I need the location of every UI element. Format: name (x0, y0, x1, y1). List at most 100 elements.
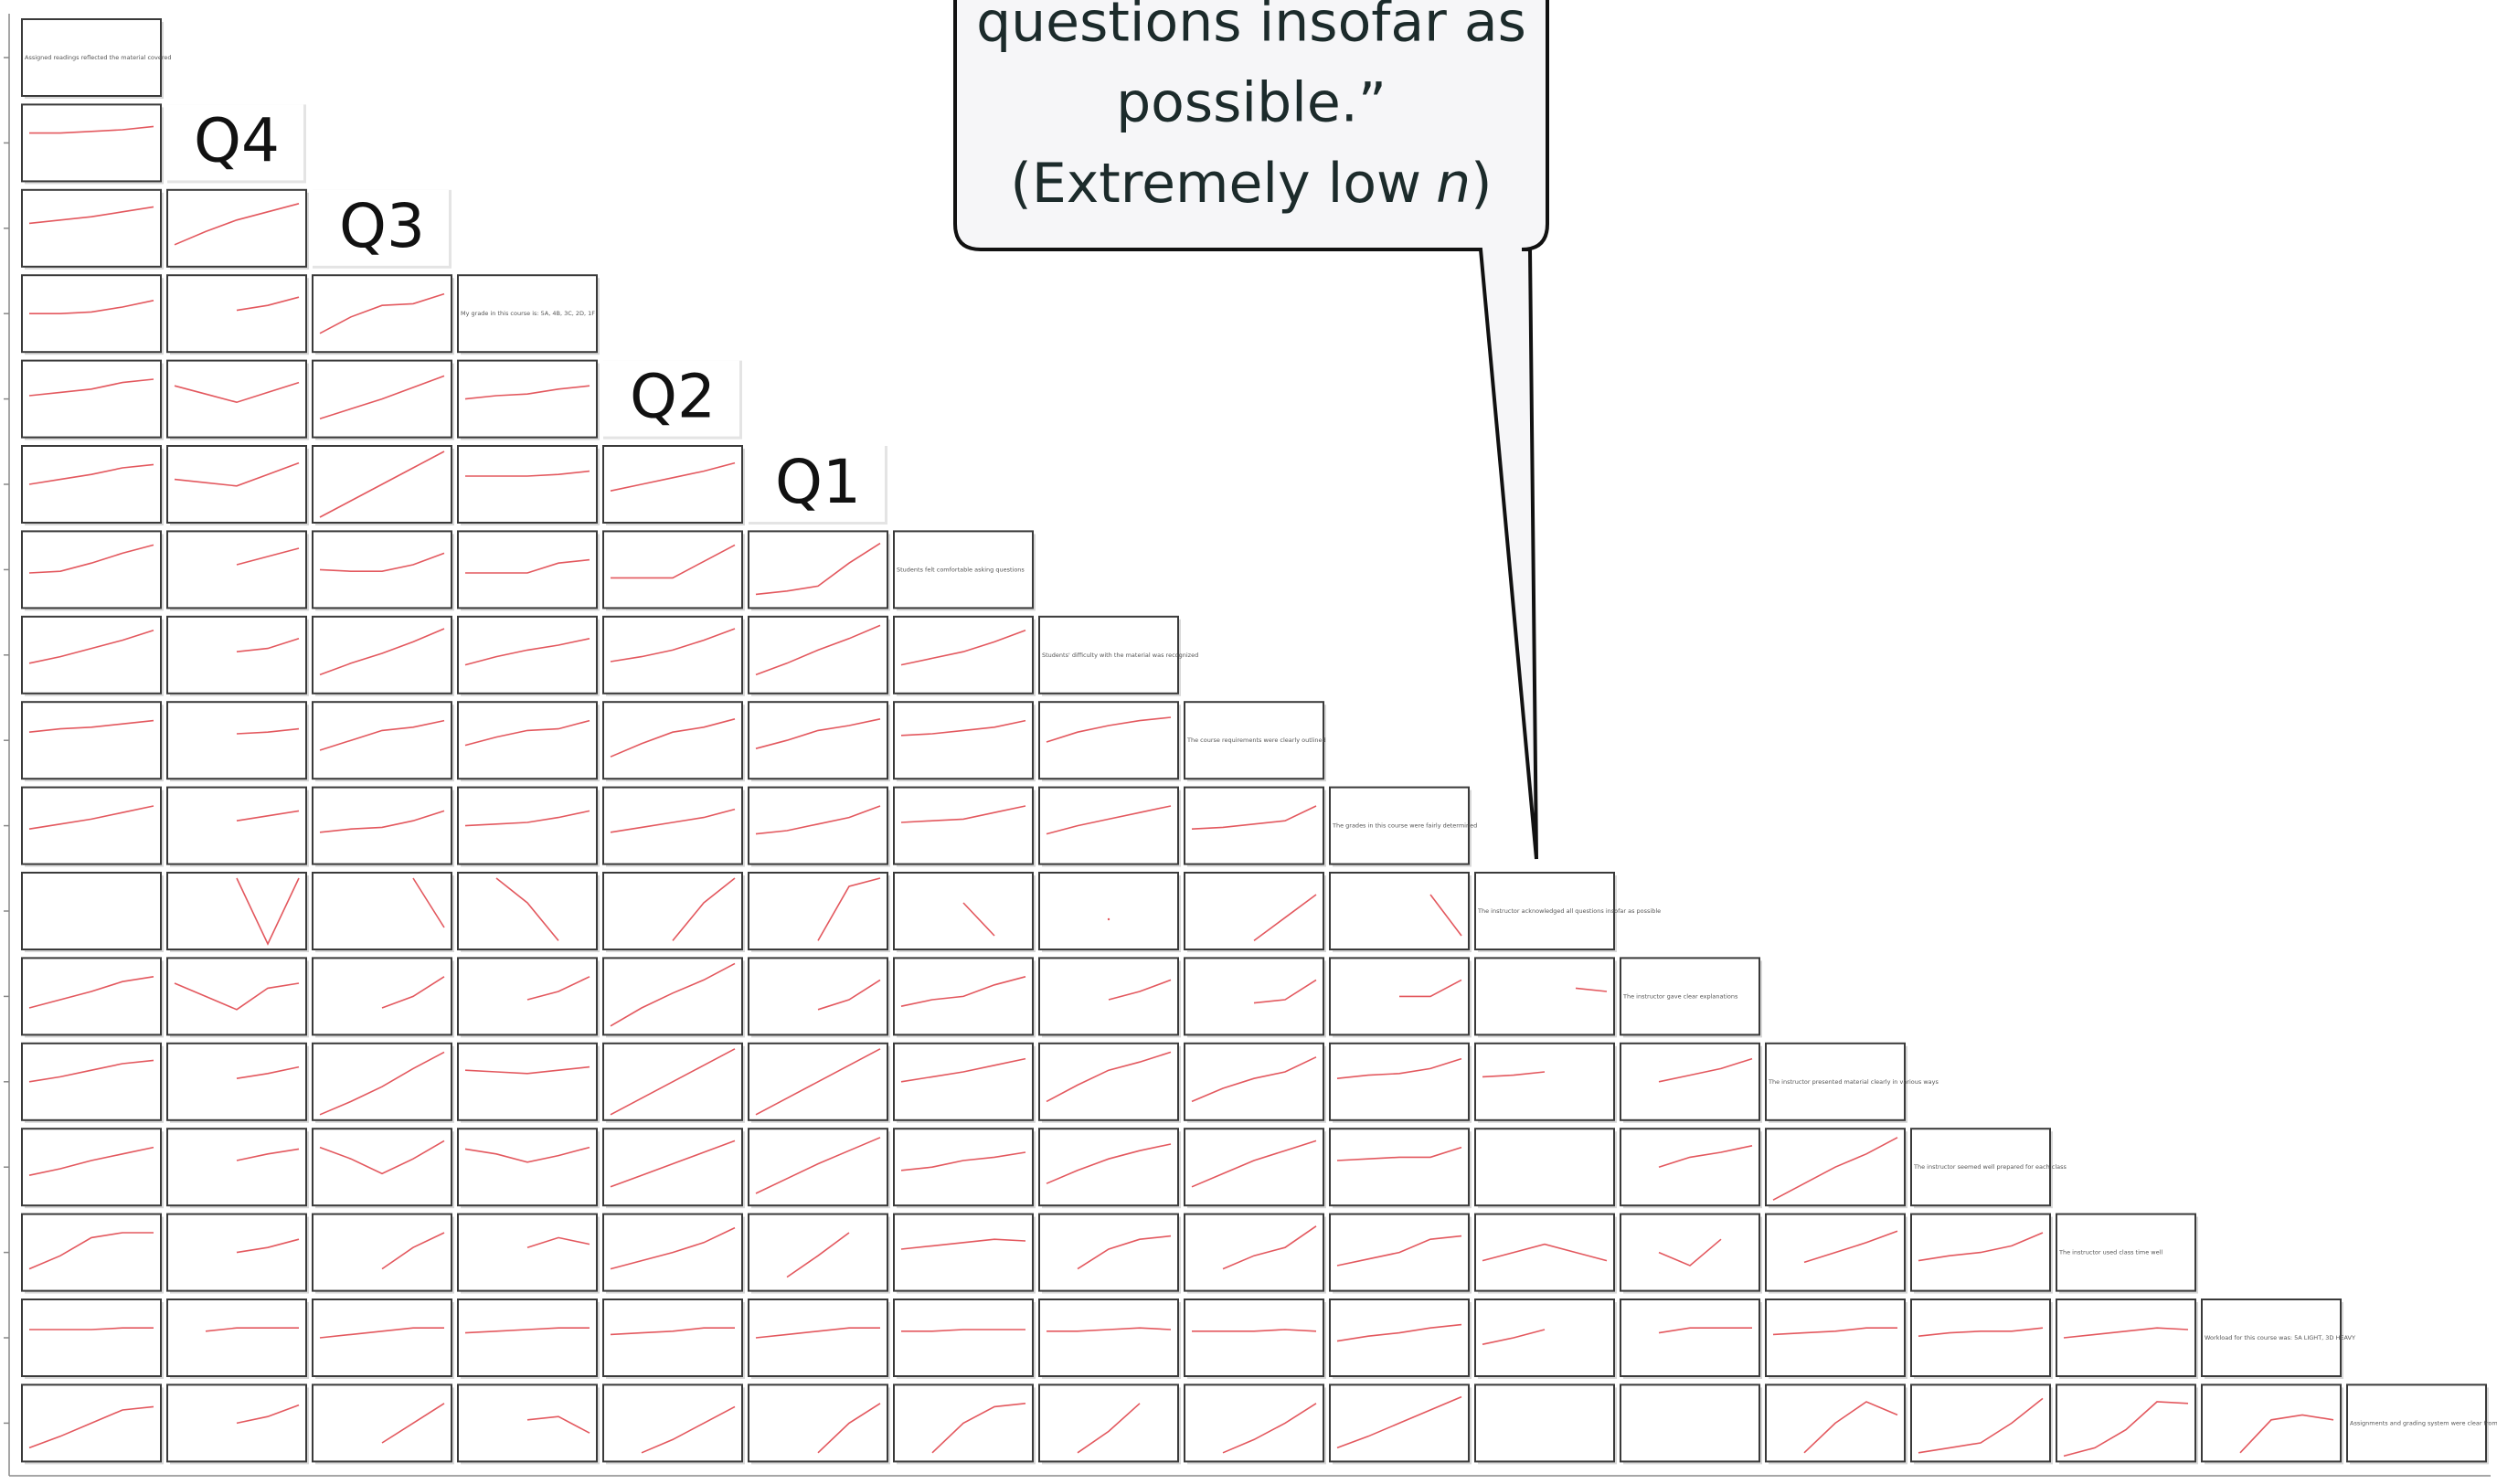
diagonal-frame (1329, 786, 1470, 865)
line (28, 719, 154, 733)
line (1047, 1327, 1172, 1332)
line (1658, 1057, 1753, 1083)
cell-frame (21, 1298, 162, 1377)
cell-frame (748, 957, 888, 1036)
cell-frame (748, 530, 888, 610)
cell-frame (1038, 957, 1179, 1036)
cell-frame (166, 445, 307, 524)
cell-frame (2056, 1383, 2196, 1463)
line (28, 378, 154, 397)
line (236, 727, 300, 735)
diagonal-frame (1184, 701, 1324, 780)
line (1336, 1323, 1462, 1342)
diagonal-label: Assigned readings reflected the material… (25, 54, 172, 61)
cell-frame (1910, 1298, 2051, 1377)
cell-frame (748, 701, 888, 780)
cell-frame (21, 872, 162, 950)
cell-frame (1765, 1298, 1906, 1377)
question-label: Q1 (775, 447, 861, 517)
callout-line: possible.” (1116, 71, 1387, 135)
line (755, 805, 881, 835)
line (610, 461, 736, 492)
cell-frame (602, 615, 743, 694)
cell-frame (166, 957, 307, 1036)
line (1077, 1235, 1172, 1270)
cell-frame (1038, 1213, 1179, 1292)
line (28, 976, 154, 1009)
cell-frame (312, 957, 452, 1036)
cell-frame (166, 1042, 307, 1121)
cell-frame (166, 872, 307, 950)
line (610, 1226, 736, 1270)
line (1772, 1137, 1898, 1201)
line (236, 547, 300, 566)
line (495, 877, 559, 941)
cell-frame (602, 957, 743, 1036)
cell-frame (1038, 1042, 1179, 1121)
line (900, 1238, 1026, 1250)
line (1253, 979, 1317, 1004)
line (28, 630, 154, 664)
line (465, 470, 590, 477)
cell-frame (21, 615, 162, 694)
cell-frame (166, 530, 307, 610)
cell-frame (893, 615, 1034, 694)
line (412, 877, 445, 928)
callout: questions insofar as possible.” (Extreme… (953, 0, 1549, 860)
cell-frame (312, 872, 452, 950)
line (29, 300, 154, 315)
line (28, 206, 154, 225)
line (1658, 1145, 1753, 1168)
diagonal-label: The grades in this course were fairly de… (1332, 822, 1477, 830)
label-box (313, 189, 449, 266)
cell-frame (748, 1213, 888, 1292)
cell-frame (1620, 1383, 1760, 1463)
line (236, 638, 300, 652)
line (1918, 1397, 2044, 1454)
line (611, 544, 736, 579)
line (1077, 1403, 1141, 1454)
line (1482, 1071, 1546, 1078)
cell-frame (893, 1128, 1034, 1207)
cell-frame (21, 188, 162, 268)
diagonal-frame (1474, 872, 1615, 950)
line (610, 1327, 735, 1336)
line (464, 638, 590, 666)
cell-frame (1620, 1213, 1760, 1292)
cell-frame (1184, 1128, 1324, 1207)
question-label: Q2 (630, 362, 716, 432)
line (1191, 805, 1317, 830)
cell-frame (312, 1128, 452, 1207)
cell-frame (748, 1298, 888, 1377)
cell-frame (21, 530, 162, 610)
line (174, 203, 300, 246)
line (1108, 979, 1172, 1001)
line (755, 624, 881, 676)
line (1046, 716, 1172, 743)
cell-frame (166, 786, 307, 865)
line (1772, 1327, 1897, 1336)
line (755, 1137, 881, 1194)
line (28, 1059, 154, 1083)
line (236, 877, 300, 946)
cell-frame (312, 530, 452, 610)
cell-frame (1329, 1298, 1470, 1377)
cell-frame (457, 359, 598, 439)
label-box (167, 104, 303, 181)
note-italic: n (1436, 152, 1471, 216)
cell-frame (1910, 1383, 2051, 1463)
cell-frame (893, 701, 1034, 780)
line (29, 1327, 154, 1330)
cell-frame (457, 1213, 598, 1292)
cell-frame (1038, 1298, 1179, 1377)
line (319, 292, 445, 334)
line (319, 450, 445, 518)
line (319, 1140, 445, 1175)
cell-frame (893, 872, 1034, 950)
line (817, 979, 881, 1011)
line (319, 1327, 444, 1339)
callout-note: (Extremely low n) (1010, 152, 1492, 216)
line (319, 628, 445, 676)
cell-frame (457, 786, 598, 865)
